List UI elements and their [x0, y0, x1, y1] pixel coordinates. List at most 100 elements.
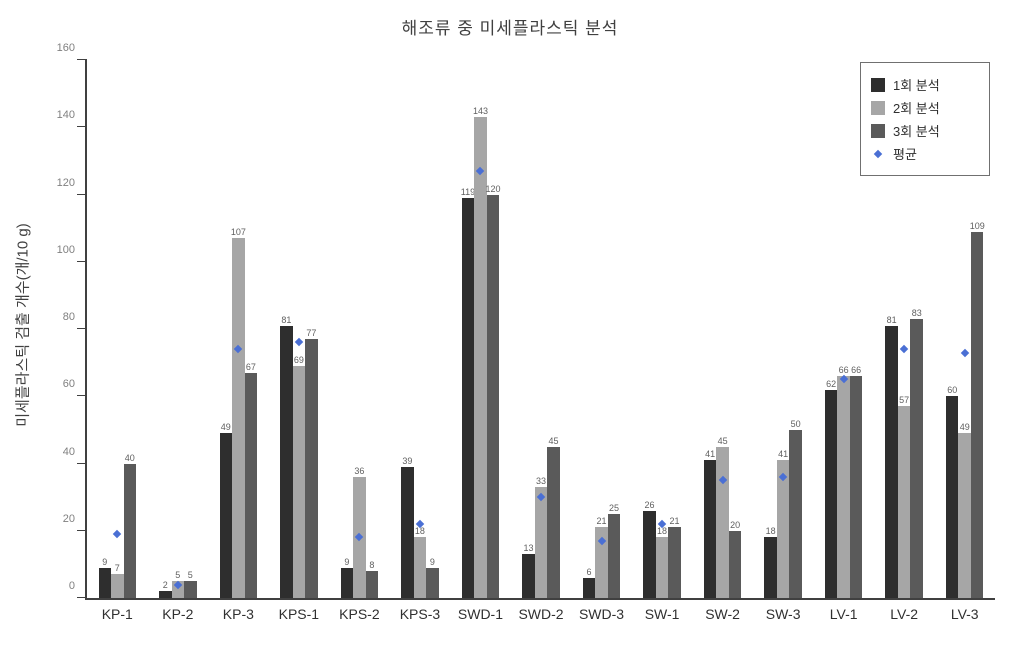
bar: 18: [414, 537, 427, 598]
legend-label: 3회 분석: [893, 121, 940, 140]
bar: 25: [608, 514, 621, 598]
bar: 45: [716, 447, 729, 598]
x-tick-label: SW-3: [766, 606, 801, 622]
bar-value-label: 25: [609, 503, 619, 513]
legend-mean-marker-icon: [874, 149, 882, 157]
bar: 33: [535, 487, 548, 598]
x-tick-label: KPS-2: [339, 606, 379, 622]
bar: 45: [547, 447, 560, 598]
y-tick-label: 0: [69, 580, 75, 592]
bar: 62: [825, 390, 838, 598]
y-tick: [77, 328, 87, 329]
bar-value-label: 45: [548, 436, 558, 446]
y-tick-label: 60: [63, 378, 75, 390]
y-tick-label: 140: [57, 109, 75, 121]
bar-value-label: 9: [430, 557, 435, 567]
bar-value-label: 49: [221, 422, 231, 432]
bar-value-label: 33: [536, 476, 546, 486]
bar: 18: [764, 537, 777, 598]
bar: 9: [99, 568, 112, 598]
bar-value-label: 60: [947, 385, 957, 395]
bar-value-label: 9: [344, 557, 349, 567]
x-tick-label: SWD-1: [458, 606, 503, 622]
bar-value-label: 107: [231, 227, 246, 237]
bar: 107: [232, 238, 245, 598]
y-tick-label: 160: [57, 42, 75, 54]
bar-value-label: 7: [115, 563, 120, 573]
y-tick: [77, 463, 87, 464]
bar-value-label: 81: [887, 315, 897, 325]
chart-container: 해조류 중 미세플라스틱 분석 미세플라스틱 검출 개수(개/10 g) 020…: [0, 0, 1020, 650]
bar: 120: [487, 195, 500, 599]
y-tick: [77, 597, 87, 598]
bar-value-label: 77: [306, 328, 316, 338]
bar-value-label: 109: [970, 221, 985, 231]
x-tick-label: SW-1: [645, 606, 680, 622]
legend-swatch: [871, 101, 885, 115]
y-axis-label: 미세플라스틱 검출 개수(개/10 g): [12, 223, 33, 427]
bar-value-label: 26: [645, 500, 655, 510]
bar-value-label: 69: [294, 355, 304, 365]
bar: 21: [668, 527, 681, 598]
bar-value-label: 21: [597, 516, 607, 526]
bar: 119: [462, 198, 475, 598]
bar: 2: [159, 591, 172, 598]
bar-value-label: 45: [718, 436, 728, 446]
x-tick-label: LV-3: [951, 606, 979, 622]
x-tick-label: SWD-3: [579, 606, 624, 622]
y-tick-label: 40: [63, 446, 75, 458]
bar: 8: [366, 571, 379, 598]
x-tick-label: KP-1: [102, 606, 133, 622]
bar: 81: [280, 326, 293, 598]
x-tick-label: LV-1: [830, 606, 858, 622]
bar: 49: [220, 433, 233, 598]
y-tick-label: 20: [63, 513, 75, 525]
mean-marker: [113, 530, 121, 538]
bar: 66: [837, 376, 850, 598]
bar: 41: [704, 460, 717, 598]
bar-value-label: 13: [523, 543, 533, 553]
bar-value-label: 120: [485, 184, 500, 194]
bar: 20: [729, 531, 742, 598]
bar: 40: [124, 464, 137, 599]
bar: 6: [583, 578, 596, 598]
bar-value-label: 49: [960, 422, 970, 432]
y-tick-label: 80: [63, 311, 75, 323]
legend: 1회 분석2회 분석3회 분석평균: [860, 62, 990, 176]
legend-item: 2회 분석: [871, 98, 977, 117]
bar: 57: [898, 406, 911, 598]
bar-value-label: 36: [354, 466, 364, 476]
legend-label: 2회 분석: [893, 98, 940, 117]
y-tick-label: 120: [57, 177, 75, 189]
bar: 83: [910, 319, 923, 598]
bar-value-label: 39: [402, 456, 412, 466]
bar-value-label: 8: [369, 560, 374, 570]
legend-swatch: [871, 124, 885, 138]
bar-value-label: 5: [175, 570, 180, 580]
bar-value-label: 83: [912, 308, 922, 318]
plot-area: 0204060801001201401609740KP-1255KP-24910…: [85, 60, 995, 600]
bar-value-label: 21: [670, 516, 680, 526]
bar: 49: [958, 433, 971, 598]
bar: 81: [885, 326, 898, 598]
legend-item: 1회 분석: [871, 75, 977, 94]
y-tick: [77, 530, 87, 531]
bar: 5: [184, 581, 197, 598]
x-tick-label: SW-2: [705, 606, 740, 622]
bar: 77: [305, 339, 318, 598]
bar-value-label: 18: [766, 526, 776, 536]
x-tick-label: KPS-1: [279, 606, 319, 622]
bar-value-label: 119: [461, 187, 475, 197]
bar: 67: [245, 373, 258, 598]
bar: 66: [850, 376, 863, 598]
bar-value-label: 40: [125, 453, 135, 463]
y-tick: [77, 261, 87, 262]
y-tick: [77, 395, 87, 396]
legend-swatch: [871, 78, 885, 92]
bar: 9: [341, 568, 354, 598]
bar-value-label: 41: [778, 449, 788, 459]
bar-value-label: 57: [899, 395, 909, 405]
bar-value-label: 41: [705, 449, 715, 459]
x-tick-label: KPS-3: [400, 606, 440, 622]
bar-value-label: 143: [473, 106, 488, 116]
